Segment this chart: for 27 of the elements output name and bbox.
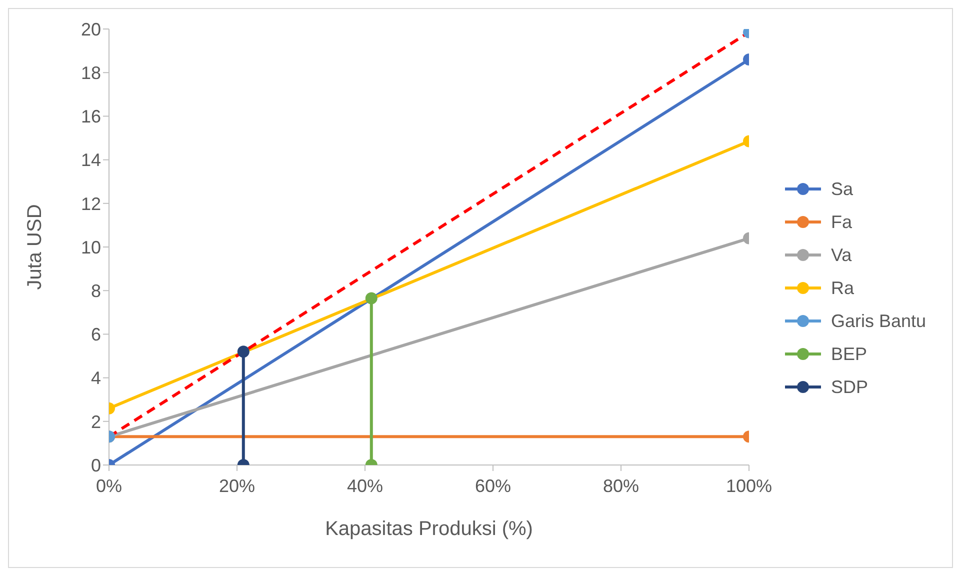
x-tick-label: 80% <box>602 476 640 496</box>
legend-label: Sa <box>831 178 854 200</box>
legend-label: Va <box>831 244 852 266</box>
y-tick-label: 2 <box>90 412 101 432</box>
y-axis-title: Juta USD <box>24 204 46 290</box>
y-tick-label: 18 <box>80 62 101 83</box>
y-tick-label: 20 <box>80 19 101 40</box>
x-tick-label: 40% <box>346 476 384 496</box>
x-tick-label: 60% <box>474 476 512 496</box>
point <box>365 292 378 304</box>
y-tick-label: 4 <box>90 368 101 388</box>
y-tick-label: 16 <box>80 106 101 127</box>
x-axis-title: Kapasitas Produksi (%) <box>325 518 533 540</box>
y-tick-label: 14 <box>80 150 101 170</box>
legend-label: Garis Bantu <box>831 310 926 332</box>
x-tick-label: 0% <box>96 476 122 496</box>
x-tick-label: 20% <box>218 476 256 496</box>
legend-label: Ra <box>831 278 854 298</box>
y-tick-label: 12 <box>80 194 101 214</box>
legend-label: Fa <box>831 212 852 232</box>
legend-label: BEP <box>831 344 868 364</box>
y-tick-label: 0 <box>90 455 101 476</box>
legend-label: SDP <box>831 376 868 398</box>
y-tick-label: 10 <box>80 237 101 258</box>
y-tick-label: 6 <box>90 324 101 345</box>
y-tick-label: 8 <box>90 280 101 301</box>
x-tick-label: 100% <box>726 476 772 496</box>
